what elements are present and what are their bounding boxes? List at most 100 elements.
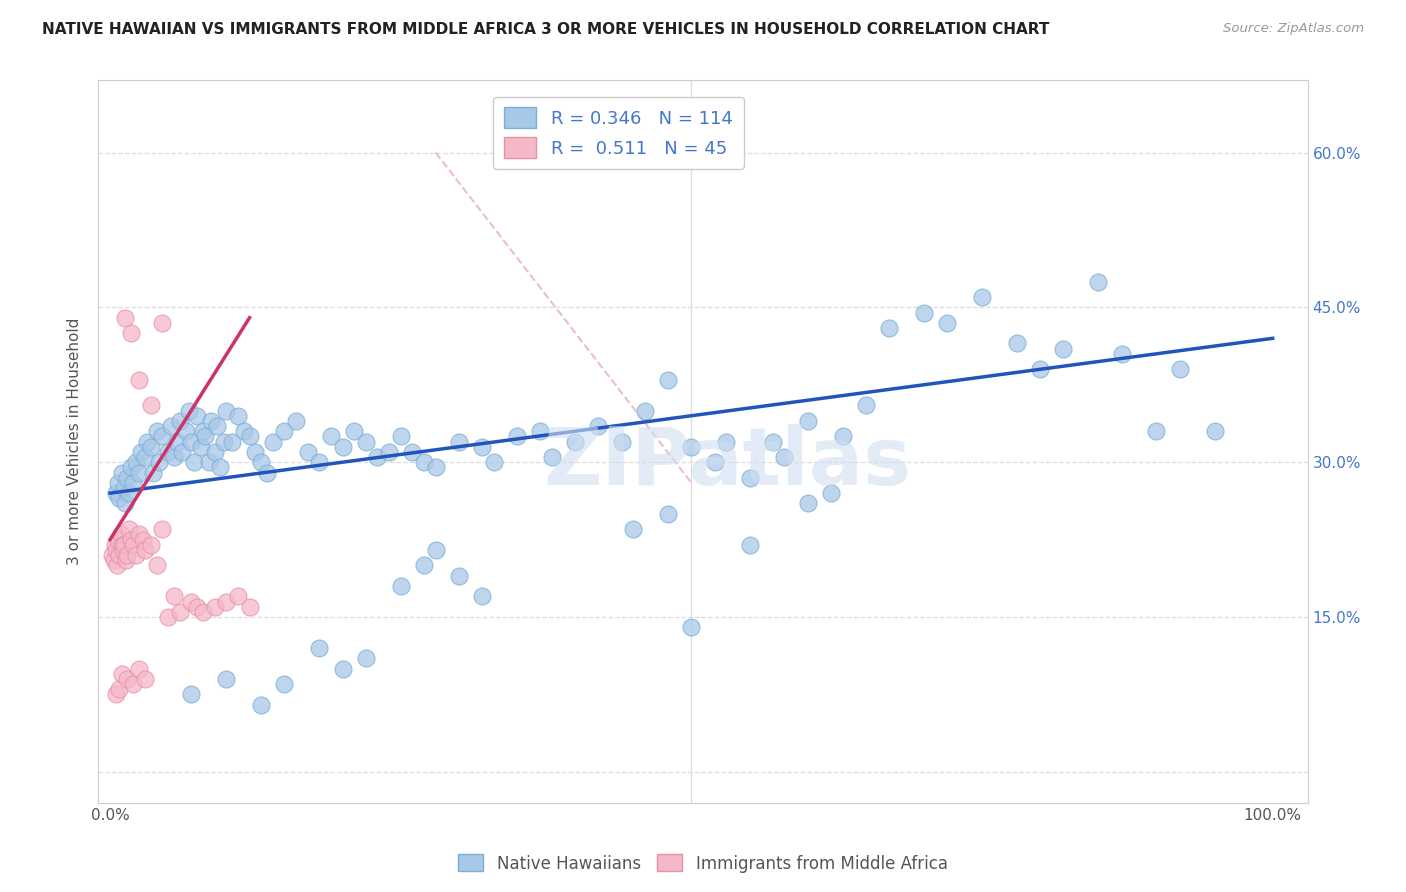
Point — [104, 486, 127, 500]
Point — [796, 414, 818, 428]
Point — [104, 542, 127, 557]
Point — [354, 651, 377, 665]
Point — [200, 414, 222, 428]
Point — [157, 610, 180, 624]
Point — [205, 419, 228, 434]
Point — [413, 455, 436, 469]
Point — [447, 434, 470, 449]
Point — [215, 672, 238, 686]
Point — [716, 434, 738, 449]
Point — [308, 455, 330, 469]
Point — [118, 522, 141, 536]
Point — [128, 662, 150, 676]
Point — [198, 455, 221, 469]
Point — [118, 486, 141, 500]
Point — [425, 542, 447, 557]
Point — [297, 445, 319, 459]
Point — [122, 475, 145, 490]
Point — [180, 434, 202, 449]
Point — [139, 440, 162, 454]
Point — [610, 434, 633, 449]
Point — [150, 316, 173, 330]
Point — [172, 445, 194, 459]
Point — [111, 542, 134, 557]
Point — [191, 424, 214, 438]
Point — [262, 434, 284, 449]
Point — [131, 445, 153, 459]
Point — [186, 409, 208, 423]
Point — [117, 471, 139, 485]
Point — [209, 460, 232, 475]
Point — [145, 424, 167, 438]
Text: Source: ZipAtlas.com: Source: ZipAtlas.com — [1223, 22, 1364, 36]
Point — [139, 538, 162, 552]
Point — [111, 466, 134, 480]
Point — [471, 590, 494, 604]
Point — [332, 662, 354, 676]
Point — [226, 409, 249, 423]
Point — [103, 553, 125, 567]
Point — [124, 455, 146, 469]
Point — [1111, 347, 1133, 361]
Point — [179, 403, 201, 417]
Point — [139, 398, 162, 412]
Point — [204, 599, 226, 614]
Point — [114, 496, 136, 510]
Point — [204, 445, 226, 459]
Point — [912, 305, 935, 319]
Point — [131, 533, 153, 547]
Point — [831, 429, 853, 443]
Point — [588, 419, 610, 434]
Point — [285, 414, 308, 428]
Point — [250, 698, 273, 712]
Point — [128, 373, 150, 387]
Text: ZIPatlas: ZIPatlas — [543, 425, 911, 502]
Point — [101, 548, 124, 562]
Point — [142, 466, 165, 480]
Point — [354, 434, 377, 449]
Point — [150, 429, 173, 443]
Point — [110, 527, 132, 541]
Point — [112, 538, 135, 552]
Point — [482, 455, 505, 469]
Point — [108, 682, 131, 697]
Point — [104, 538, 127, 552]
Point — [239, 429, 262, 443]
Point — [150, 522, 173, 536]
Point — [564, 434, 586, 449]
Point — [1005, 336, 1028, 351]
Point — [308, 640, 330, 655]
Point — [212, 434, 235, 449]
Point — [215, 594, 238, 608]
Point — [169, 605, 191, 619]
Point — [378, 445, 401, 459]
Point — [401, 445, 423, 459]
Point — [136, 434, 159, 449]
Point — [117, 672, 139, 686]
Point — [117, 548, 139, 562]
Point — [820, 486, 842, 500]
Point — [540, 450, 562, 464]
Point — [191, 605, 214, 619]
Text: NATIVE HAWAIIAN VS IMMIGRANTS FROM MIDDLE AFRICA 3 OR MORE VEHICLES IN HOUSEHOLD: NATIVE HAWAIIAN VS IMMIGRANTS FROM MIDDL… — [42, 22, 1049, 37]
Point — [877, 321, 900, 335]
Point — [180, 594, 202, 608]
Point — [215, 403, 238, 417]
Point — [738, 538, 761, 552]
Point — [657, 507, 679, 521]
Point — [180, 687, 202, 701]
Point — [245, 445, 267, 459]
Point — [190, 440, 212, 454]
Point — [183, 455, 205, 469]
Point — [529, 424, 551, 438]
Point — [634, 403, 657, 417]
Point — [970, 290, 993, 304]
Point — [111, 666, 134, 681]
Point — [681, 620, 703, 634]
Point — [936, 316, 959, 330]
Point — [108, 548, 131, 562]
Point — [657, 373, 679, 387]
Point — [1052, 342, 1074, 356]
Point — [1204, 424, 1226, 438]
Point — [128, 466, 150, 480]
